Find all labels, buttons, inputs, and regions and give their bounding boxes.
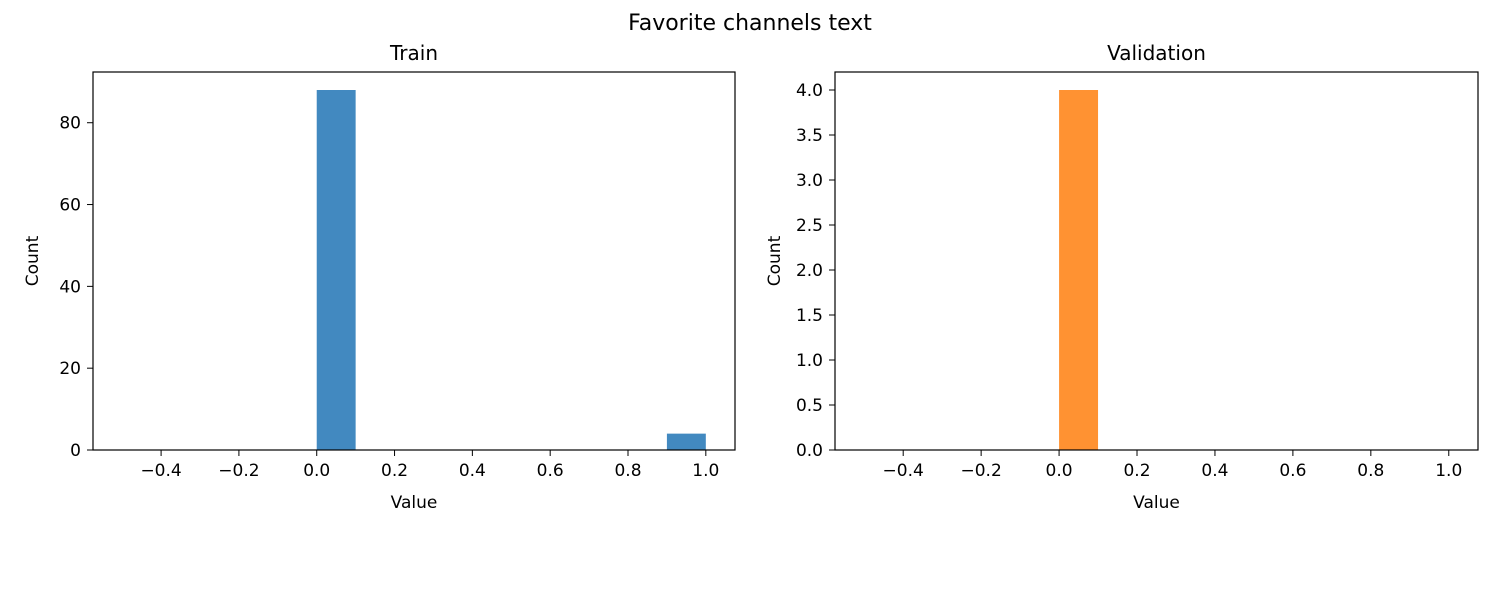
train-bar-1 <box>666 433 706 450</box>
train-bar-0 <box>316 90 356 450</box>
validation-xtick-label: 0.8 <box>1357 461 1384 481</box>
validation-xtick-label: −0.2 <box>960 461 1001 481</box>
validation-ytick-label: 0.5 <box>796 396 823 416</box>
train-axes-frame <box>92 71 736 451</box>
train-ytick-label: 80 <box>59 114 81 134</box>
validation-xtick-label: −0.4 <box>883 461 924 481</box>
validation-title: Validation <box>1107 41 1206 65</box>
validation-panel: −0.4 −0.2 0.0 0.2 0.4 0.6 0.8 1.0 0.0 0.5 1.0 1.5 2.… <box>765 41 1479 513</box>
train-xtick-label: −0.2 <box>218 461 259 481</box>
validation-xtick-label: 0.0 <box>1046 461 1073 481</box>
train-xtick-label: 0.4 <box>459 461 486 481</box>
validation-bar-0 <box>1059 90 1099 450</box>
validation-xtick-label: 0.4 <box>1201 461 1228 481</box>
validation-ytick-label: 0.0 <box>796 441 823 461</box>
train-title: Train <box>389 41 438 65</box>
train-xtick-label: −0.4 <box>140 461 181 481</box>
validation-ytick-label: 3.5 <box>796 126 823 146</box>
validation-ylabel: Count <box>765 235 785 286</box>
validation-ytick-label: 3.0 <box>796 171 823 191</box>
train-ytick-label: 0 <box>70 441 81 461</box>
validation-xtick-label: 0.6 <box>1279 461 1306 481</box>
train-xtick-label: 0.0 <box>303 461 330 481</box>
train-ytick-label: 40 <box>59 277 81 297</box>
validation-axes-frame <box>834 71 1479 451</box>
validation-ytick-label: 1.0 <box>796 351 823 371</box>
train-xtick-label: 0.8 <box>614 461 641 481</box>
train-ytick-label: 60 <box>59 196 81 216</box>
train-xlabel: Value <box>391 493 438 513</box>
train-xtick-label: 1.0 <box>692 461 719 481</box>
validation-ytick-label: 2.5 <box>796 216 823 236</box>
validation-ytick-label: 4.0 <box>796 81 823 101</box>
validation-ytick-label: 1.5 <box>796 306 823 326</box>
train-xtick-label: 0.2 <box>381 461 408 481</box>
train-panel: −0.4 −0.2 0.0 0.2 0.4 0.6 0.8 1.0 0 20 40 60 80 Train… <box>23 41 736 513</box>
train-xtick-label: 0.6 <box>537 461 564 481</box>
train-ylabel: Count <box>23 235 43 286</box>
train-ytick-label: 20 <box>59 359 81 379</box>
validation-xtick-label: 1.0 <box>1435 461 1462 481</box>
validation-xlabel: Value <box>1133 493 1180 513</box>
figure-title: Favorite channels text <box>628 11 872 36</box>
validation-ytick-label: 2.0 <box>796 261 823 281</box>
validation-xtick-label: 0.2 <box>1123 461 1150 481</box>
